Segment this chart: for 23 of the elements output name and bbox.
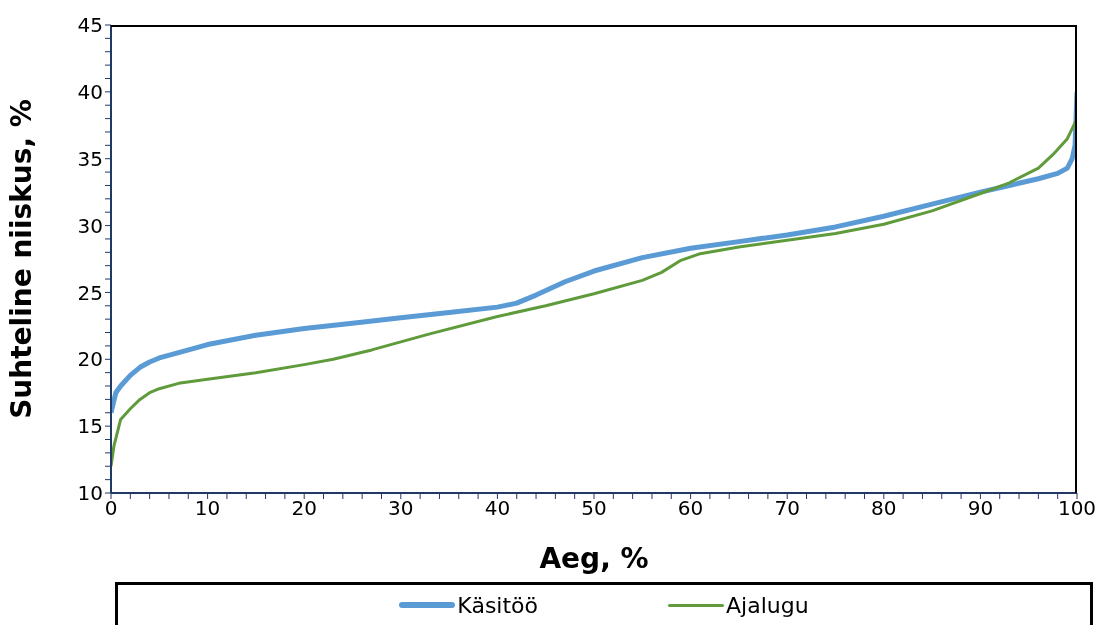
legend-label: Ajalugu bbox=[726, 592, 809, 618]
x-tick-label: 30 bbox=[388, 496, 414, 521]
y-tick-label: 30 bbox=[77, 213, 103, 238]
x-tick-label: 80 bbox=[871, 496, 897, 521]
y-tick-label: 25 bbox=[77, 280, 103, 305]
x-tick-label: 20 bbox=[291, 496, 317, 521]
x-tick-label: 10 bbox=[194, 496, 221, 521]
y-tick-label: 35 bbox=[77, 146, 103, 171]
x-tick-label: 100 bbox=[1057, 496, 1097, 521]
x-tick-label: 40 bbox=[484, 496, 511, 521]
y-tick-label: 40 bbox=[77, 79, 103, 104]
x-axis-title: Aeg, % bbox=[539, 542, 649, 575]
x-tick-label: 70 bbox=[774, 496, 800, 521]
x-tick-label: 50 bbox=[581, 496, 607, 521]
legend-label: Käsitöö bbox=[457, 592, 539, 618]
y-tick-label: 20 bbox=[77, 347, 103, 372]
y-tick-label: 15 bbox=[77, 414, 103, 439]
x-tick-label: 0 bbox=[104, 496, 118, 521]
y-axis-title: Suhteline niiskus, % bbox=[4, 99, 38, 419]
y-tick-label: 45 bbox=[77, 13, 103, 38]
x-tick-label: 60 bbox=[677, 496, 704, 521]
x-tick-label: 90 bbox=[967, 496, 994, 521]
line-series bbox=[111, 117, 1077, 468]
